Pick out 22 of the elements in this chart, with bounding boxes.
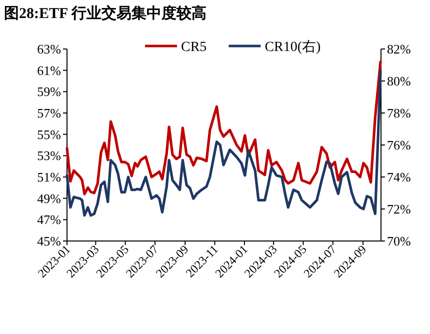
legend-label: CR5 [181, 40, 207, 55]
line-series [66, 70, 382, 217]
y-tick-label: 53% [37, 148, 62, 164]
y-tick-label: 49% [37, 190, 62, 206]
y2-tick-label: 76% [387, 138, 411, 152]
y2-tick-label: 70% [387, 234, 411, 248]
legend-label: CR10(右) [264, 39, 322, 55]
y-tick-label: 63% [37, 42, 62, 56]
y-tick-label: 57% [37, 106, 62, 120]
y-tick-label: 51% [37, 170, 62, 184]
y-tick-label: 55% [37, 126, 62, 142]
line-series [66, 60, 382, 196]
y2-tick-label: 72% [387, 202, 411, 216]
y-tick-label: 59% [37, 84, 62, 100]
y2-tick-label: 78% [387, 106, 411, 120]
y-tick-label: 45% [37, 234, 62, 248]
y-tick-label: 47% [37, 212, 62, 228]
y2-tick-label: 80% [387, 74, 411, 88]
chart-title: 图28:ETF 行业交易集中度较高 [4, 4, 206, 22]
y2-tick-label: 82% [387, 42, 411, 56]
y2-tick-label: 74% [387, 170, 411, 184]
y-tick-label: 61% [37, 62, 62, 78]
